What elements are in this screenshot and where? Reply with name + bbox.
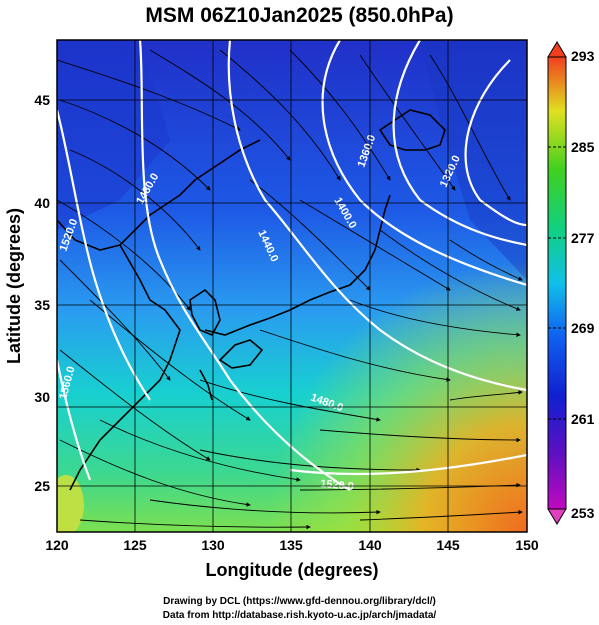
x-tick-label: 135 — [279, 537, 303, 553]
x-axis-ticks: 120 125 130 135 140 145 150 — [45, 537, 539, 553]
y-axis-label: Latitude (degrees) — [4, 208, 24, 364]
x-tick-label: 120 — [45, 537, 69, 553]
colorbar-tick-label: 269 — [571, 320, 595, 336]
y-tick-label: 25 — [34, 478, 50, 494]
contour-label-1520b: 1520.0 — [320, 478, 355, 493]
x-tick-label: 140 — [358, 537, 382, 553]
colorbar: 293 285 277 269 261 253 — [547, 41, 595, 525]
credit-drawing: Drawing by DCL (https://www.gfd-dennou.o… — [163, 596, 436, 607]
colorbar-tick-label: 285 — [571, 139, 595, 155]
plot-frame — [56, 39, 528, 533]
colorbar-tick-label: 277 — [571, 230, 595, 246]
colorbar-bottom-arrow — [547, 508, 567, 525]
map-title: MSM 06Z10Jan2025 (850.0hPa) — [145, 4, 454, 27]
y-tick-label: 35 — [34, 297, 50, 313]
y-tick-label: 40 — [34, 195, 50, 211]
colorbar-tick-label: 253 — [571, 505, 595, 521]
x-axis-label: Longitude (degrees) — [205, 560, 378, 580]
credit-data-source: Data from http://database.rish.kyoto-u.a… — [162, 610, 437, 621]
x-tick-label: 150 — [515, 537, 539, 553]
lat-lon-grid — [57, 40, 527, 532]
temperature-field — [57, 40, 527, 532]
colorbar-top-arrow — [547, 41, 567, 58]
x-tick-label: 145 — [436, 537, 460, 553]
wind-streamlines — [57, 49, 523, 530]
y-tick-label: 30 — [34, 389, 50, 405]
y-axis-ticks: 45 40 35 30 25 — [34, 92, 50, 494]
x-tick-label: 130 — [201, 537, 225, 553]
height-contours — [57, 40, 527, 491]
colorbar-tick-label: 293 — [571, 48, 595, 64]
colorbar-tick-label: 261 — [571, 411, 595, 427]
x-tick-label: 125 — [123, 537, 147, 553]
y-tick-label: 45 — [34, 92, 50, 108]
